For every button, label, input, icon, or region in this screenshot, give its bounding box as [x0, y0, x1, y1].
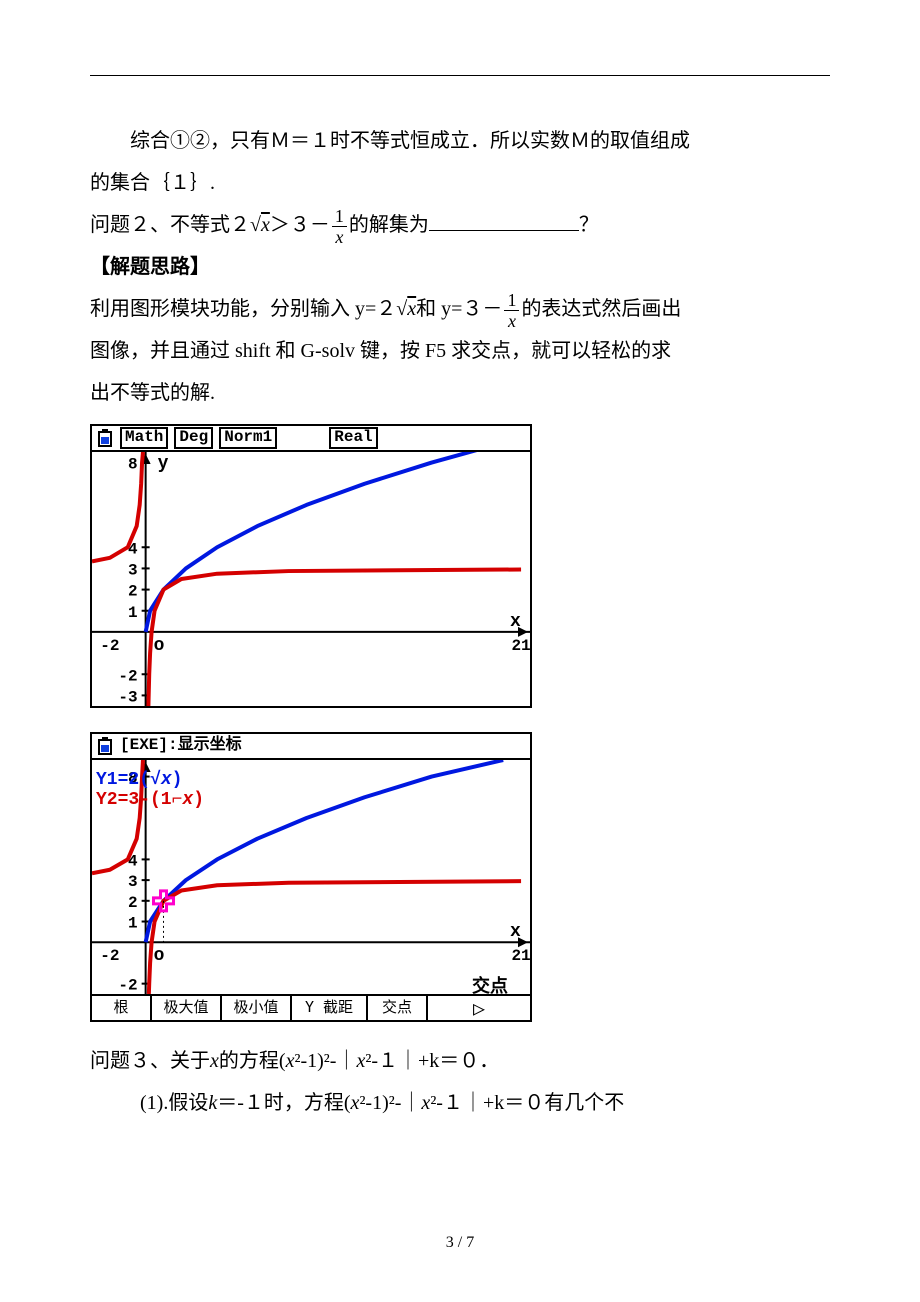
sol1c: 的表达式然后画出 [521, 298, 681, 320]
svg-text:-2: -2 [100, 637, 119, 655]
intro-paragraph-2: 的集合｛１｝. [90, 162, 830, 204]
q3s1-d: ²-１｜+k＝０有几个不 [430, 1092, 624, 1114]
fraction-1-over-x: 1x [332, 207, 347, 246]
svg-text:21: 21 [511, 947, 530, 965]
q2-qmark: ？ [579, 214, 599, 236]
q3-a: 问题３、关于 [90, 1050, 210, 1072]
solution-line-3: 出不等式的解. [90, 372, 830, 414]
var-x-2: x [407, 298, 416, 320]
status-real: Real [329, 427, 377, 449]
status-norm: Norm1 [219, 427, 277, 449]
status-math: Math [120, 427, 168, 449]
page-number: 3 / 7 [0, 1234, 920, 1252]
menu-yintercept[interactable]: Y 截距 [292, 996, 368, 1020]
svg-text:3: 3 [128, 561, 138, 579]
svg-text:-3: -3 [118, 688, 137, 706]
question-3: 问题３、关于x的方程(x²-1)²-｜x²-１｜+k＝０． [90, 1040, 830, 1082]
menu-min[interactable]: 极小值 [222, 996, 292, 1020]
svg-text:-2: -2 [118, 977, 137, 994]
frac-num-2: 1 [504, 291, 519, 311]
q3s1-k: k [208, 1092, 217, 1114]
graph-area-1: -3-212348-221yxo [92, 452, 530, 706]
q2-mid: ＞３－ [270, 214, 330, 236]
svg-text:-2: -2 [118, 667, 137, 685]
q3-d: ²-１｜+k＝０． [365, 1050, 499, 1072]
fraction-1-over-x-2: 1x [504, 291, 519, 330]
q3s1-a: (1).假设 [140, 1092, 208, 1114]
menu-max[interactable]: 极大值 [152, 996, 222, 1020]
menu-intersect[interactable]: 交点 [368, 996, 428, 1020]
menu-root[interactable]: 根 [92, 996, 152, 1020]
svg-text:x: x [510, 922, 521, 942]
svg-text:3: 3 [128, 873, 138, 891]
svg-text:o: o [154, 636, 165, 656]
intro-paragraph: 综合①②，只有Ｍ＝１时不等式恒成立．所以实数Ｍ的取值组成 [90, 120, 830, 162]
solution-line-2: 图像，并且通过 shift 和 G-solv 键，按 F5 求交点，就可以轻松的… [90, 330, 830, 372]
svg-text:-2: -2 [100, 947, 119, 965]
sqrt-symbol: √ [250, 214, 261, 236]
status-bar-1: Math Deg Norm1 Real [92, 426, 530, 452]
q3-var-x: x [210, 1050, 219, 1072]
q3s1-x2: x [421, 1092, 430, 1114]
solution-header: 【解题思路】 [90, 246, 830, 288]
exe-label: [EXE]:显示坐标 [120, 729, 242, 763]
solution-line-1: 利用图形模块功能，分别输入 y=２√x和 y=３－1x的表达式然后画出 [90, 288, 830, 330]
sol1a: 利用图形模块功能，分别输入 y=２ [90, 298, 396, 320]
menu-next-icon[interactable]: ▷ [428, 996, 530, 1020]
q2-prefix: 问题２、不等式２ [90, 214, 250, 236]
q2-suffix: 的解集为 [349, 214, 429, 236]
intro-text-2: 的集合｛１｝. [90, 172, 215, 194]
battery-icon [98, 429, 114, 447]
svg-text:o: o [154, 946, 165, 966]
status-bar-2: [EXE]:显示坐标 [92, 734, 530, 760]
svg-text:8: 8 [128, 456, 138, 474]
q3-b: 的方程( [219, 1050, 286, 1072]
document-body: 综合①②，只有Ｍ＝１时不等式恒成立．所以实数Ｍ的取值组成 的集合｛１｝. 问题２… [90, 0, 830, 1124]
intro-text-1: 综合①②，只有Ｍ＝１时不等式恒成立．所以实数Ｍ的取值组成 [130, 130, 690, 152]
svg-text:y: y [158, 454, 169, 474]
question-3-sub1: (1).假设k＝-１时，方程(x²-1)²-｜x²-１｜+k＝０有几个不 [90, 1082, 830, 1124]
svg-text:21: 21 [511, 637, 530, 655]
status-deg: Deg [174, 427, 213, 449]
page-top-rule [90, 75, 830, 76]
svg-text:2: 2 [128, 583, 138, 601]
frac-den: x [335, 227, 343, 246]
calculator-screen-1: MathDegNorm1 Real -3-212348-221yxo [90, 424, 532, 708]
q3s1-b: ＝-１时，方程( [217, 1092, 350, 1114]
graph-area-2: -212348-221xoY1=2(√x)Y2=3-(1⌐x)交点 [92, 760, 530, 994]
gsolv-menu: 根 极大值 极小值 Y 截距 交点 ▷ [92, 994, 530, 1020]
q3-c: ²-1)²-｜ [294, 1050, 356, 1072]
calculator-screen-2: [EXE]:显示坐标 -212348-221xoY1=2(√x)Y2=3-(1⌐… [90, 732, 532, 1022]
frac-den-2: x [508, 311, 516, 330]
sol1b: 和 y=３－ [416, 298, 502, 320]
svg-text:2: 2 [128, 894, 138, 912]
q3-var-x3: x [356, 1050, 365, 1072]
svg-text:1: 1 [128, 915, 138, 933]
question-2: 问题２、不等式２√x＞３－1x的解集为？ [90, 204, 830, 246]
svg-text:1: 1 [128, 604, 138, 622]
svg-text:x: x [510, 612, 521, 632]
frac-num: 1 [332, 207, 347, 227]
answer-blank [429, 211, 579, 231]
var-x: x [261, 214, 270, 236]
sqrt-symbol-2: √ [396, 298, 407, 320]
battery-icon-2 [98, 737, 114, 755]
q3s1-c: ²-1)²-｜ [359, 1092, 421, 1114]
